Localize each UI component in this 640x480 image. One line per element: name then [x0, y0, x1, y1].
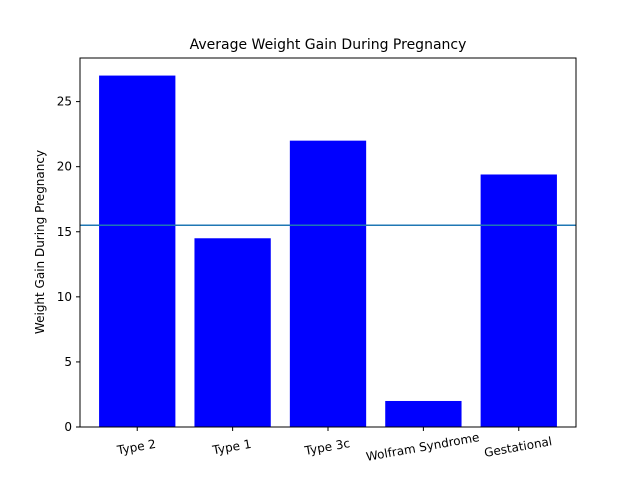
- y-tick-label: 20: [57, 160, 72, 174]
- x-tick-label: Wolfram Syndrome: [365, 430, 481, 464]
- x-tick-label: Gestational: [483, 434, 553, 460]
- chart-title: Average Weight Gain During Pregnancy: [190, 37, 467, 53]
- x-axis: Type 2 Type 1 Type 3c Wolfram Syndrome Gesta…: [115, 427, 553, 464]
- x-tick-label: Type 1: [211, 437, 253, 458]
- bars: [99, 75, 557, 427]
- bar-type-3c: [289, 140, 367, 427]
- bar-wolfram-syndrome: [385, 400, 462, 427]
- x-tick-label: Type 2: [115, 437, 157, 458]
- bar-type-1: [194, 238, 271, 427]
- y-tick-label: 15: [57, 225, 72, 239]
- y-axis: 0 5 10 15 20 25: [57, 95, 80, 434]
- y-tick-label: 5: [64, 355, 72, 369]
- bar-gestational: [480, 174, 557, 427]
- y-tick-label: 10: [57, 290, 72, 304]
- y-tick-label: 0: [64, 420, 72, 434]
- y-tick-label: 25: [57, 95, 72, 109]
- y-axis-label: Weight Gain During Pregnancy: [33, 150, 47, 334]
- bar-type-2: [99, 75, 176, 427]
- x-tick-label: Type 3c: [303, 436, 351, 458]
